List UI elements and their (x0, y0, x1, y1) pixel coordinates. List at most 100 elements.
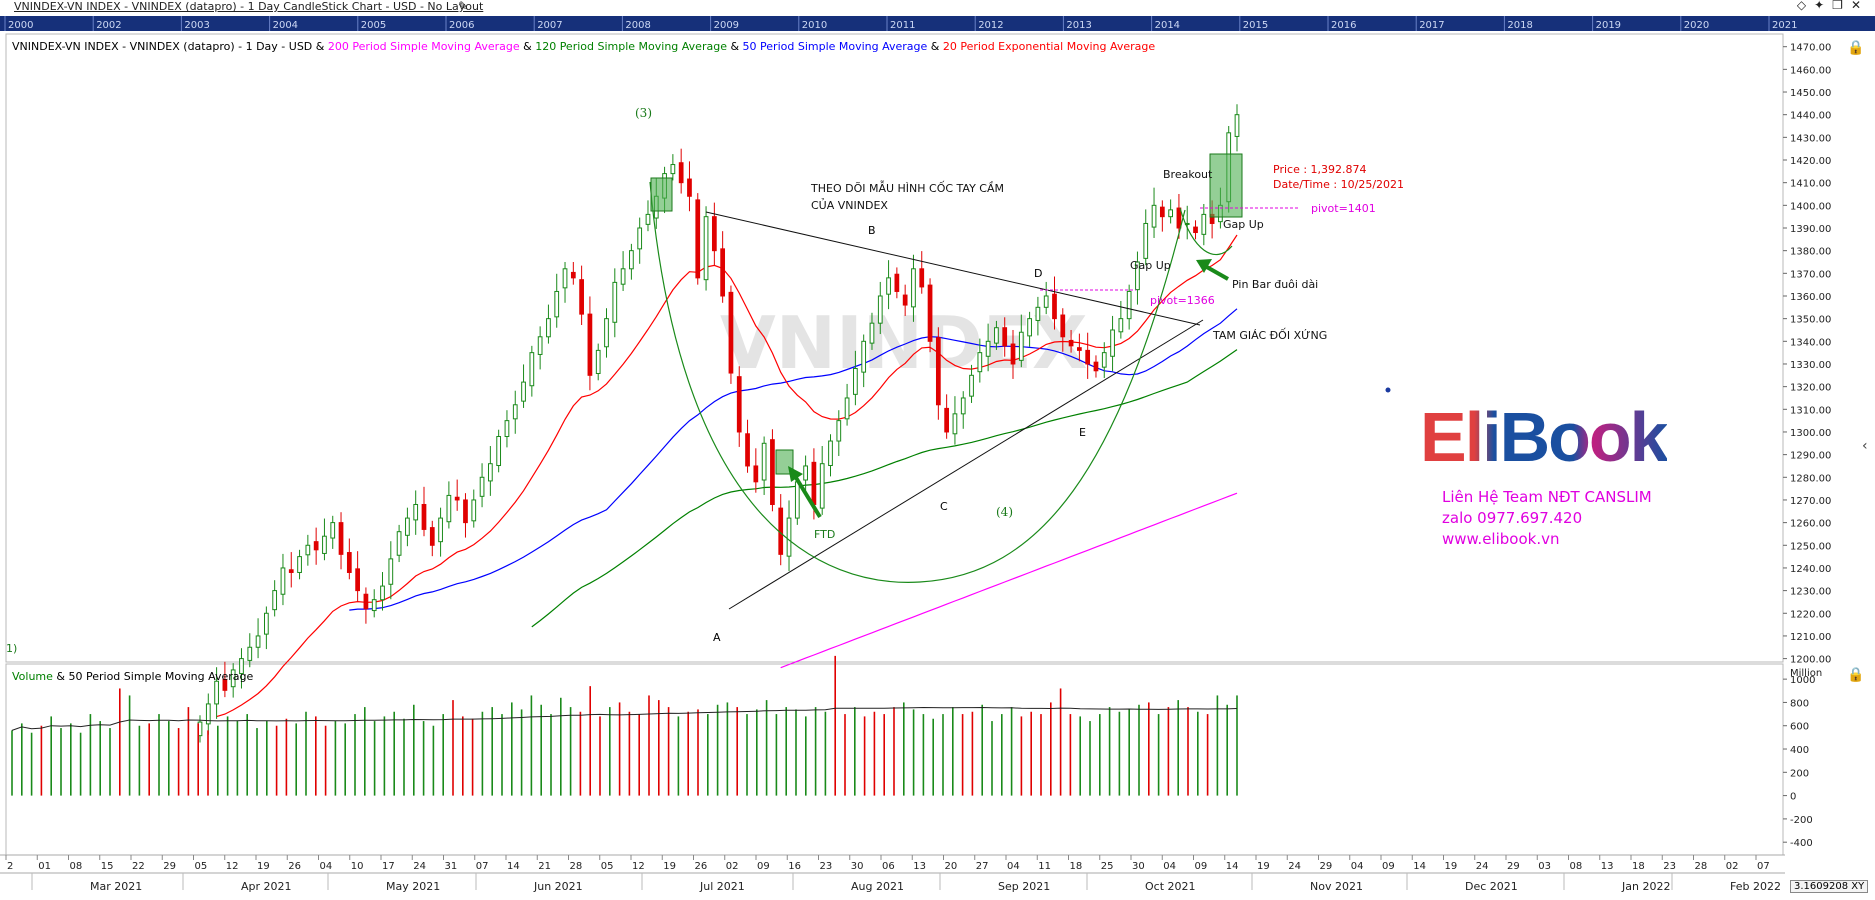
x-month-label: Mar 2021 (90, 880, 142, 893)
marker-dot (1385, 387, 1391, 393)
triangle-upper-line (705, 211, 1201, 326)
lock-icon[interactable]: 🔒 (1847, 667, 1865, 683)
timeline-year: 2003 (184, 20, 209, 31)
pencil-icon[interactable]: ✎ (458, 0, 469, 13)
x-day-label: 17 (382, 861, 395, 872)
candle-body (446, 494, 452, 523)
y-tick-label: 1210.00 (1790, 632, 1831, 643)
legend-sma50[interactable]: 50 Period Simple Moving Average (742, 40, 928, 53)
candle-body (745, 433, 750, 467)
candle-body (222, 678, 228, 691)
x-day-label: 15 (101, 861, 114, 872)
candle-body (454, 496, 460, 501)
lock-icon[interactable]: 🔒 (1847, 40, 1865, 56)
x-day-label: 12 (226, 861, 239, 872)
candle-body (1018, 331, 1024, 361)
x-day-label: 19 (1445, 861, 1458, 872)
legend-volume[interactable]: Volume (12, 670, 53, 683)
diamond-icon[interactable]: ◇ (1796, 0, 1815, 12)
y-tick-label: 1410.00 (1790, 179, 1831, 190)
timeline-year: 2012 (978, 20, 1003, 31)
y-tick-label: 1270.00 (1790, 496, 1831, 507)
candle-body (1143, 222, 1149, 259)
x-day-label: 30 (1132, 861, 1145, 872)
candle-body (819, 463, 825, 509)
candle-body (438, 517, 443, 543)
candle-body (853, 368, 858, 395)
candle-body (836, 420, 842, 442)
candle-body (512, 404, 518, 420)
candle-body (1043, 295, 1049, 308)
candle-body (529, 352, 535, 387)
volume-tick-label: 200 (1790, 768, 1809, 779)
candle-body (927, 284, 933, 342)
window-titlebar: VNINDEX-VN INDEX - VNINDEX (datapro) - 1… (0, 0, 1875, 15)
x-month-label: Oct 2021 (1145, 880, 1196, 893)
y-tick-label: 1300.00 (1790, 428, 1831, 439)
window-title[interactable]: VNINDEX-VN INDEX - VNINDEX (datapro) - 1… (14, 0, 484, 13)
candle-body (595, 349, 601, 374)
x-day-label: 31 (445, 861, 458, 872)
legend-ema20[interactable]: 20 Period Exponential Moving Average (942, 40, 1156, 53)
sma200-line (780, 492, 1238, 669)
x-day-label: 29 (1320, 861, 1333, 872)
x-month-label: Jan 2022 (1621, 880, 1670, 893)
point-c-label: C (940, 500, 948, 513)
x-month-label: Dec 2021 (1465, 880, 1518, 893)
contact-website[interactable]: www.elibook.vn (1442, 530, 1560, 548)
timeline-year: 2014 (1155, 20, 1180, 31)
x-day-label: 30 (851, 861, 864, 872)
x-day-label: 13 (1601, 861, 1614, 872)
x-day-label: 27 (976, 861, 989, 872)
y-tick-label: 1420.00 (1790, 156, 1831, 167)
candle-body (1193, 226, 1198, 234)
x-day-label: 08 (1570, 861, 1583, 872)
ftd-label: FTD (814, 528, 836, 541)
y-tick-label: 1250.00 (1790, 541, 1831, 552)
y-tick-label: 1200.00 (1790, 655, 1831, 666)
sma50-line (349, 308, 1238, 611)
restore-icon[interactable]: ❐ (1832, 0, 1851, 12)
candle-body (960, 397, 966, 415)
candle-body (413, 503, 419, 521)
timeline-year: 2005 (361, 20, 386, 31)
x-day-label: 03 (1538, 861, 1551, 872)
scale-readout[interactable]: 3.1609208 XY (1790, 880, 1869, 893)
candle-body (919, 268, 925, 288)
y-tick-label: 1240.00 (1790, 564, 1831, 575)
x-day-label: 02 (726, 861, 739, 872)
y-tick-label: 1350.00 (1790, 315, 1831, 326)
y-tick-label: 1290.00 (1790, 451, 1831, 462)
candle-body (338, 522, 344, 555)
pin-icon[interactable]: ✦ (1814, 0, 1833, 12)
legend-sma120[interactable]: 120 Period Simple Moving Average (535, 40, 727, 53)
wave-3-label: (3) (635, 106, 652, 120)
close-icon[interactable]: ✕ (1850, 0, 1869, 12)
x-day-label: 04 (1007, 861, 1020, 872)
candle-body (214, 680, 219, 705)
timeline-year: 2019 (1596, 20, 1621, 31)
timeline-year: 2009 (714, 20, 739, 31)
volume-sma-line (11, 706, 1238, 731)
volume-tick-label: 800 (1790, 698, 1809, 709)
point-d-label: D (1034, 267, 1043, 280)
elibook-logo[interactable]: EliBook (1420, 397, 1669, 477)
chevron-left-icon[interactable]: ‹ (1862, 438, 1868, 454)
candle-body (869, 322, 875, 344)
candle-body (1002, 327, 1008, 347)
candle-body (1060, 314, 1066, 338)
candle-body (363, 593, 369, 610)
highlight-box (1209, 153, 1243, 218)
candle-body (886, 277, 891, 295)
candle-body (239, 658, 244, 675)
timeline-year: 2011 (890, 20, 915, 31)
candle-body (1093, 361, 1099, 372)
y-tick-label: 1280.00 (1790, 473, 1831, 484)
handle-curve (1179, 207, 1233, 256)
pin-bar-label: Pin Bar đuôi dài (1232, 278, 1319, 291)
legend-sma200[interactable]: 200 Period Simple Moving Average (327, 40, 520, 53)
candle-body (687, 178, 692, 197)
candle-body (1126, 290, 1132, 320)
y-tick-label: 1470.00 (1790, 43, 1831, 54)
